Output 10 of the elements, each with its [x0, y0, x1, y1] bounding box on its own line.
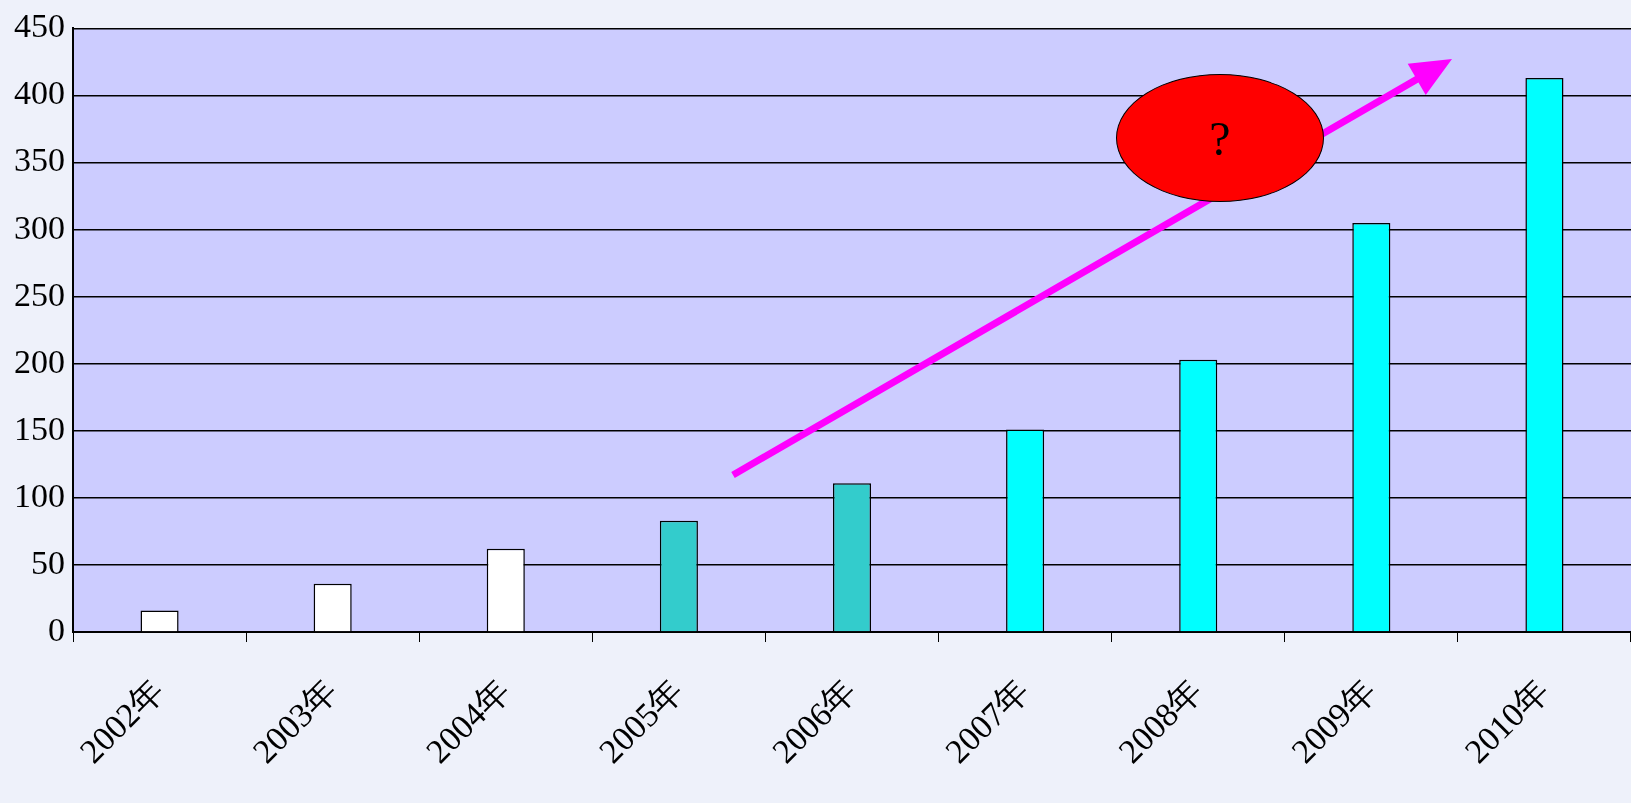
y-tick-label: 350: [14, 141, 65, 179]
y-tick-label: 250: [14, 275, 65, 313]
y-tick-label: 450: [14, 7, 65, 45]
y-tick-label: 400: [14, 74, 65, 112]
y-tick-label: 50: [31, 543, 65, 581]
y-tick-label: 150: [14, 409, 65, 447]
y-tick-label: 300: [14, 208, 65, 246]
y-tick-label: 200: [14, 342, 65, 380]
y-tick-label: 100: [14, 476, 65, 514]
y-tick-label: 0: [48, 610, 65, 648]
